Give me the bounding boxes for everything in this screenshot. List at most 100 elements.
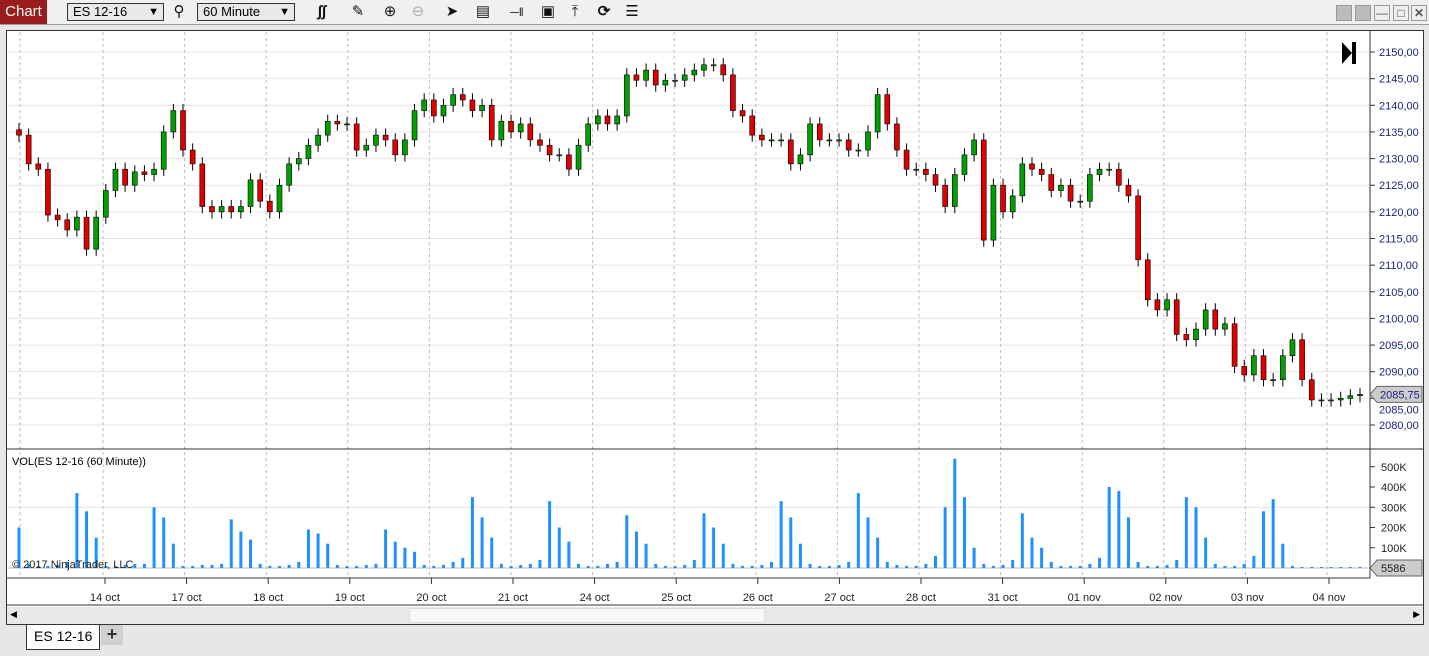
volume-bar (673, 565, 677, 568)
volume-bar (885, 561, 889, 568)
candle-body (1318, 399, 1325, 402)
drawing-tools-icon[interactable]: ▣ (540, 3, 556, 20)
scrollbar-thumb[interactable] (409, 608, 765, 623)
bar-spacing-icon[interactable]: ─‖ (510, 5, 524, 19)
volume-bar (702, 513, 706, 568)
minimize-icon[interactable]: — (1374, 5, 1390, 21)
candle-body (1202, 309, 1209, 330)
volume-bar (712, 527, 716, 568)
horizontal-scrollbar[interactable]: ◀ ▶ (7, 607, 1423, 624)
volume-bar (113, 565, 117, 568)
volume-bar (683, 564, 687, 568)
candle-body (595, 115, 601, 125)
volume-bar (1223, 565, 1227, 568)
bar-type-icon[interactable]: ∫∫ (317, 3, 327, 20)
zoom-in-icon[interactable]: ⊕ (383, 3, 397, 20)
candle-body (913, 168, 920, 171)
pencil-icon[interactable]: ✎ (351, 3, 365, 20)
candle-body (1260, 355, 1267, 381)
volume-bar (46, 565, 50, 568)
candle-body (83, 216, 90, 250)
candle-body (25, 134, 32, 165)
candle-body (990, 184, 997, 241)
candle-body (1135, 195, 1141, 261)
pointer-icon[interactable]: ➤ (445, 3, 459, 20)
volume-bar (65, 561, 69, 568)
candle-body (488, 104, 495, 141)
candle-body (151, 168, 157, 175)
volume-bar (499, 563, 503, 568)
volume-bar (798, 543, 802, 568)
time-tick-label: 26 oct (743, 592, 773, 604)
candle-body (93, 216, 99, 250)
skip-to-end-icon[interactable] (1342, 42, 1356, 64)
candle-body (537, 139, 543, 146)
candle-body (720, 64, 727, 76)
candle-body (440, 104, 447, 117)
volume-bar (345, 565, 349, 568)
window-link-icon-2[interactable] (1355, 5, 1371, 21)
volume-bar (1213, 563, 1217, 568)
data-box-icon[interactable]: ▤ (475, 3, 491, 20)
volume-bar (991, 565, 995, 568)
volume-bar (432, 565, 436, 568)
candle-body (112, 168, 119, 191)
volume-bar (1040, 547, 1044, 568)
candle-body (1337, 398, 1344, 401)
volume-bar (1348, 566, 1352, 568)
window-link-icon[interactable] (1336, 5, 1352, 21)
search-icon[interactable]: ⚲ (173, 3, 185, 20)
volume-tick-label: 100K (1381, 543, 1407, 555)
volume-bar (577, 563, 581, 568)
candle-body (980, 139, 987, 241)
candle-body (1096, 168, 1103, 175)
candle-body (546, 144, 553, 156)
scroll-right-icon[interactable]: ▶ (1413, 609, 1420, 619)
volume-bar (162, 517, 166, 568)
price-tick-label: 2085,00 (1379, 404, 1419, 416)
maximize-icon[interactable]: □ (1393, 5, 1409, 21)
candle-body (730, 74, 736, 111)
volume-bar (1281, 543, 1285, 568)
volume-bar (750, 565, 754, 568)
candle-body (267, 200, 273, 213)
volume-bar (1271, 499, 1275, 568)
candle-body (35, 163, 42, 170)
add-tab-button[interactable]: + (101, 625, 123, 645)
close-icon[interactable]: ✕ (1411, 5, 1427, 21)
volume-bar (847, 561, 851, 568)
price-tick-label: 2145,00 (1379, 74, 1419, 86)
zoom-out-icon[interactable]: ⊖ (411, 3, 425, 20)
indicator-icon[interactable]: ⤒ (571, 3, 579, 20)
candle-body (1125, 184, 1132, 197)
time-tick-label: 01 nov (1068, 592, 1102, 604)
volume-bar (837, 564, 841, 568)
tab-es-12-16[interactable]: ES 12-16 (26, 625, 100, 650)
candle-body (54, 214, 61, 221)
time-tick-label: 14 oct (90, 592, 120, 604)
volume-bar (287, 564, 291, 568)
volume-bar (866, 517, 870, 568)
candle-body (1357, 394, 1363, 396)
candle-body (672, 79, 678, 82)
time-tick-label: 18 oct (253, 592, 283, 604)
scroll-left-icon[interactable]: ◀ (10, 609, 17, 619)
interval-select[interactable]: 60 Minute ▼ (197, 3, 295, 21)
time-tick-label: 20 oct (416, 592, 446, 604)
candle-body (16, 129, 22, 136)
price-tick-label: 2140,00 (1379, 100, 1419, 112)
volume-bar (924, 563, 928, 568)
volume-bar (1107, 487, 1111, 568)
candle-body (363, 144, 370, 151)
volume-bar (297, 561, 301, 568)
candle-body (884, 94, 891, 125)
properties-icon[interactable]: ☰ (625, 3, 639, 20)
candle-body (498, 120, 505, 141)
reload-icon[interactable]: ⟳ (597, 3, 611, 20)
volume-bar (1242, 563, 1246, 568)
candle-body (836, 139, 842, 142)
candle-body (402, 139, 408, 156)
candle-body (238, 206, 244, 213)
instrument-select[interactable]: ES 12-16 ▼ (67, 3, 164, 21)
